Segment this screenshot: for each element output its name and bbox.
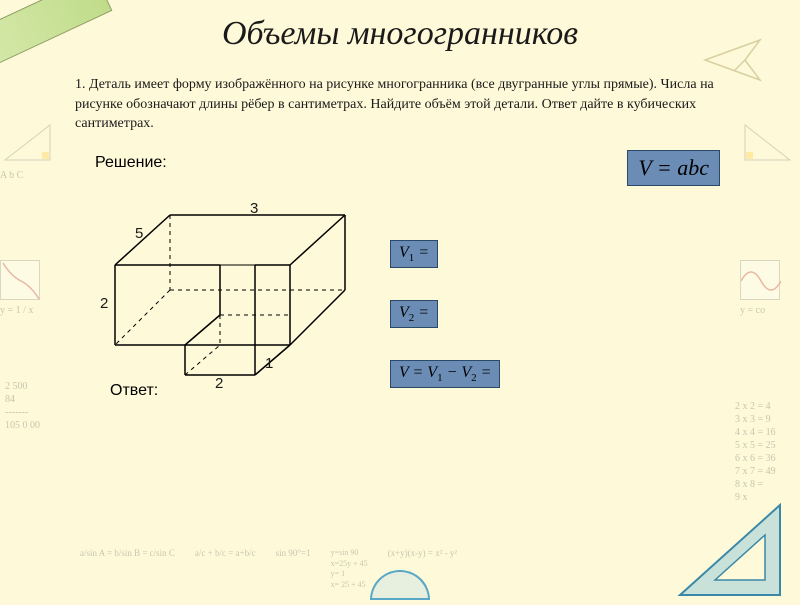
bg-triangle-left: A b C <box>0 120 60 182</box>
formula-part: − V <box>443 364 472 381</box>
formula-part: V = V <box>399 364 437 381</box>
formula-part: = <box>414 304 429 321</box>
bg-graph-left: y = 1 / x <box>0 260 60 317</box>
dim-1: 1 <box>265 355 273 372</box>
formula-v1: V1 = <box>390 240 438 268</box>
dim-2b: 2 <box>215 375 223 392</box>
bg-text: y=sin 90 x=25y + 45 y= 1 x= 25 + 45 <box>331 548 368 590</box>
dim-3: 3 <box>250 200 258 217</box>
bg-text: a/c + b/c = a+b/c <box>195 548 256 590</box>
bg-triangle-right <box>740 120 800 169</box>
problem-text: 1. Деталь имеет форму изображённого на р… <box>75 75 725 134</box>
dim-2a: 2 <box>100 295 108 312</box>
formula-part: V <box>399 304 409 321</box>
page-title: Объемы многогранников <box>0 0 800 53</box>
bg-fractions: 2 500 84 ------- 105 0 00 <box>5 380 65 432</box>
bg-text: y = co <box>740 304 800 317</box>
bg-graph-right: y = co <box>740 260 800 317</box>
formula-v2: V2 = <box>390 300 438 328</box>
bg-bottom-formulas: a/sin A = b/sin B = c/sin C a/c + b/c = … <box>80 548 580 590</box>
triangle-ruler-icon <box>675 500 785 605</box>
bg-text: A b C <box>0 169 60 182</box>
dim-5: 5 <box>135 225 143 242</box>
formula-part: = <box>477 364 492 381</box>
bg-text: a/sin A = b/sin B = c/sin C <box>80 548 175 590</box>
formula-v-final: V = V1 − V2 = <box>390 360 500 388</box>
formula-part: = <box>414 244 429 261</box>
formula-part: V <box>399 244 409 261</box>
bg-text: sin 90°=1 <box>276 548 311 590</box>
formula-volume-main: V = abc <box>627 150 720 186</box>
bg-mult-table: 2 x 2 = 4 3 x 3 = 9 4 x 4 = 16 5 x 5 = 2… <box>735 400 795 504</box>
bg-text: y = 1 / x <box>0 304 60 317</box>
polyhedron-diagram: 3 5 2 2 1 <box>100 195 360 390</box>
